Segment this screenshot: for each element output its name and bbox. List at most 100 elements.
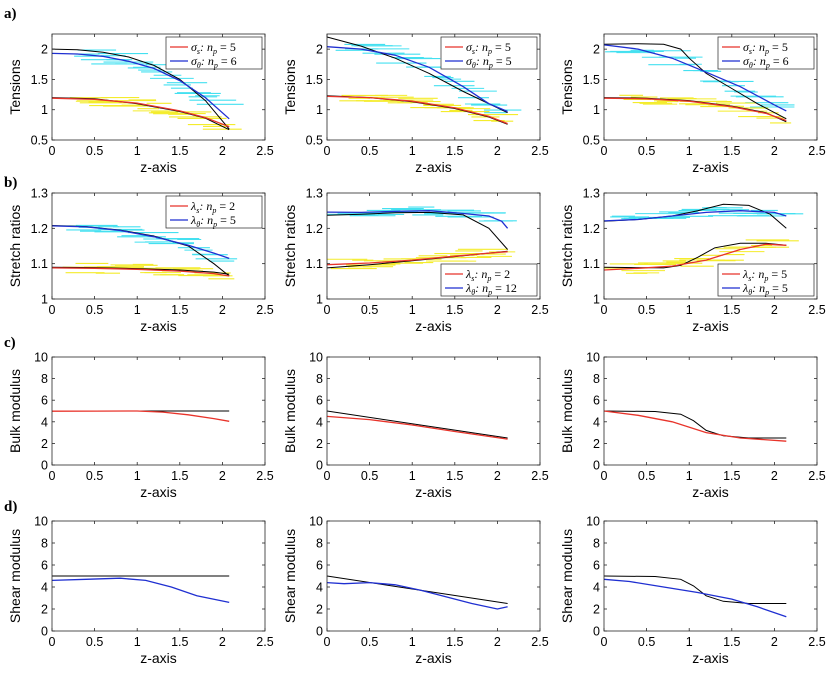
x-tick-label: 2 bbox=[771, 469, 778, 483]
legend: σs: np = 5σθ: np = 6 bbox=[165, 36, 263, 70]
y-tick-label: 4 bbox=[593, 415, 600, 429]
y-tick-label: 0.5 bbox=[306, 134, 323, 148]
y-tick-label: 0 bbox=[316, 625, 323, 639]
y-tick-label: 2 bbox=[316, 437, 323, 451]
x-tick-label: 1 bbox=[134, 303, 141, 317]
x-axis-label: z-axis bbox=[692, 159, 729, 175]
series-line-estimate bbox=[326, 581, 508, 610]
y-tick-label: 4 bbox=[41, 581, 48, 595]
x-tick-label: 0 bbox=[601, 635, 608, 649]
series-line-sigma-s bbox=[603, 97, 787, 122]
y-tick-label: 1 bbox=[593, 103, 600, 117]
y-tick-label: 6 bbox=[593, 559, 600, 573]
axes-box bbox=[603, 520, 818, 632]
x-tick-label: 2.5 bbox=[808, 303, 825, 317]
noise-band-1 bbox=[69, 96, 242, 130]
series-line-estimate bbox=[603, 410, 787, 442]
series-line-black-lower bbox=[51, 266, 230, 275]
y-tick-label: 2 bbox=[593, 603, 600, 617]
y-tick-label: 8 bbox=[316, 537, 323, 551]
y-tick-label: 4 bbox=[41, 415, 48, 429]
x-tick-label: 0 bbox=[49, 144, 56, 158]
y-tick-label: 1.3 bbox=[583, 187, 600, 201]
y-tick-label: 1 bbox=[316, 103, 323, 117]
y-tick-label: 0 bbox=[316, 459, 323, 473]
x-tick-label: 1.5 bbox=[723, 144, 740, 158]
y-tick-label: 10 bbox=[34, 351, 48, 365]
x-axis-label: z-axis bbox=[140, 650, 177, 666]
x-tick-label: 1 bbox=[134, 469, 141, 483]
x-tick-label: 1.5 bbox=[171, 469, 188, 483]
x-tick-label: 1.5 bbox=[723, 635, 740, 649]
x-tick-label: 0.5 bbox=[86, 469, 103, 483]
y-tick-label: 8 bbox=[593, 537, 600, 551]
x-tick-label: 1.5 bbox=[171, 303, 188, 317]
y-tick-label: 0.5 bbox=[583, 134, 600, 148]
y-axis-label: Shear modulus bbox=[282, 529, 298, 623]
x-tick-label: 2.5 bbox=[531, 303, 548, 317]
x-tick-label: 2.5 bbox=[256, 303, 273, 317]
series-line-estimate bbox=[51, 410, 230, 422]
x-tick-label: 1 bbox=[409, 635, 416, 649]
panel-d1: 0 0.5 1 1.5 2 2.5 0 2 4 6 8 10 z-axis Shear modulus bbox=[7, 515, 274, 667]
x-tick-label: 2 bbox=[494, 469, 501, 483]
y-axis-label: Stretch ratios bbox=[559, 205, 575, 287]
x-tick-label: 1.5 bbox=[723, 469, 740, 483]
x-tick-label: 2.5 bbox=[256, 469, 273, 483]
panel-d2: 0 0.5 1 1.5 2 2.5 0 2 4 6 8 10 z-axis Shear modulus bbox=[282, 515, 549, 667]
y-tick-label: 10 bbox=[309, 351, 323, 365]
panel-c1: 0 0.5 1 1.5 2 2.5 0 2 4 6 8 10 z-axis Bulk modulus bbox=[7, 351, 274, 501]
y-tick-label: 1 bbox=[316, 293, 323, 307]
y-tick-label: 2 bbox=[316, 603, 323, 617]
y-tick-label: 1 bbox=[593, 293, 600, 307]
y-tick-label: 6 bbox=[316, 394, 323, 408]
x-tick-label: 0 bbox=[601, 469, 608, 483]
x-tick-label: 2 bbox=[771, 635, 778, 649]
y-tick-label: 8 bbox=[41, 372, 48, 386]
x-tick-label: 2 bbox=[771, 303, 778, 317]
y-tick-label: 2 bbox=[593, 437, 600, 451]
y-tick-label: 1.3 bbox=[306, 187, 323, 201]
x-tick-label: 1.5 bbox=[171, 144, 188, 158]
series-line-black-upper bbox=[326, 36, 508, 114]
legend: λs: np = 2λθ: np = 5 bbox=[165, 195, 263, 229]
series-line-true bbox=[603, 410, 787, 439]
series-line-black-upper bbox=[326, 211, 508, 250]
y-tick-label: 0 bbox=[41, 625, 48, 639]
series-line-true bbox=[326, 410, 508, 439]
panel-b1: 0 0.5 1 1.5 2 2.5 1 1.1 1.2 1.3 z-axis Stretch rati… bbox=[7, 187, 274, 335]
legend-box bbox=[717, 263, 815, 297]
x-tick-label: 0 bbox=[49, 303, 56, 317]
axes-box bbox=[51, 192, 266, 300]
x-tick-label: 1 bbox=[686, 469, 693, 483]
y-tick-label: 1.2 bbox=[583, 222, 600, 236]
x-tick-label: 0.5 bbox=[638, 144, 655, 158]
legend: λs: np = 2λθ: np = 12 bbox=[440, 263, 538, 297]
x-tick-label: 1 bbox=[134, 144, 141, 158]
x-tick-label: 2 bbox=[494, 144, 501, 158]
series-line-estimate bbox=[51, 577, 230, 604]
x-tick-label: 1 bbox=[409, 144, 416, 158]
y-tick-label: 6 bbox=[41, 559, 48, 573]
x-tick-label: 1 bbox=[409, 303, 416, 317]
x-axis-label: z-axis bbox=[140, 484, 177, 500]
x-tick-label: 2 bbox=[494, 303, 501, 317]
y-tick-label: 1.2 bbox=[306, 222, 323, 236]
legend-box bbox=[440, 36, 538, 70]
panel-b2: 0 0.5 1 1.5 2 2.5 1 1.1 1.2 1.3 z-axis Stretch rati… bbox=[282, 187, 549, 335]
x-tick-label: 2.5 bbox=[531, 635, 548, 649]
x-tick-label: 0 bbox=[49, 469, 56, 483]
x-tick-label: 0 bbox=[49, 635, 56, 649]
x-tick-label: 2 bbox=[219, 635, 226, 649]
x-axis-label: z-axis bbox=[415, 650, 452, 666]
y-tick-label: 1.2 bbox=[31, 222, 48, 236]
axes-box bbox=[326, 33, 541, 141]
legend-box bbox=[165, 195, 263, 229]
x-tick-label: 2.5 bbox=[256, 144, 273, 158]
y-tick-label: 1.5 bbox=[31, 73, 48, 87]
legend-entry: λθ: np = 5 bbox=[742, 281, 788, 297]
x-tick-label: 0 bbox=[601, 144, 608, 158]
x-tick-label: 1 bbox=[409, 469, 416, 483]
legend: σs: np = 5σθ: np = 5 bbox=[440, 36, 538, 70]
series-line-lambda-s bbox=[51, 267, 230, 277]
